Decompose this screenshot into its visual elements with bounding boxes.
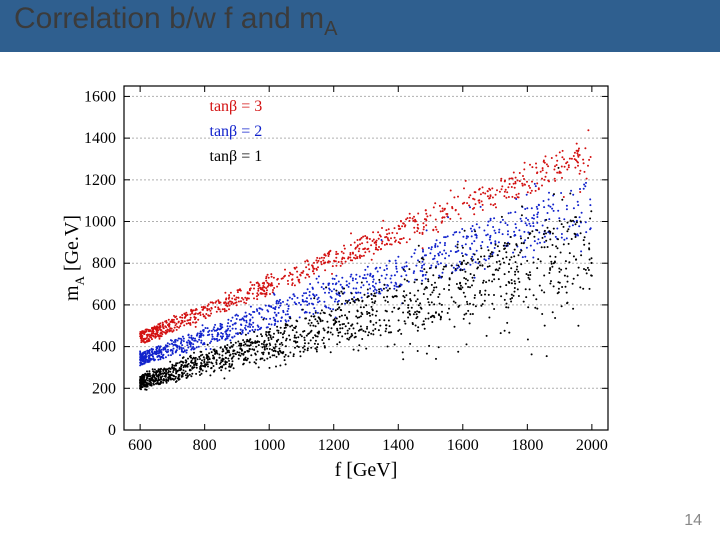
xtick-label: 1800 <box>511 437 543 454</box>
ytick-label: 1400 <box>84 130 116 147</box>
xtick-label: 2000 <box>576 437 608 454</box>
ytick-label: 800 <box>92 255 116 272</box>
chart-svg: 600 800 1000 1200 1400 1600 1800 2000 0 200 400 600… <box>60 70 620 490</box>
ytick-label: 1200 <box>84 172 116 189</box>
xtick-label: 600 <box>128 437 152 454</box>
ytick-label: 400 <box>92 339 116 356</box>
chart-bg <box>60 70 620 490</box>
ytick-label: 1000 <box>84 214 116 231</box>
xtick-label: 1600 <box>447 437 479 454</box>
x-axis-label: f [GeV] <box>335 459 398 481</box>
title-subscript: A <box>324 18 337 40</box>
legend-item: tanβ = 2 <box>210 123 263 140</box>
legend-item: tanβ = 3 <box>210 98 263 115</box>
ytick-label: 200 <box>92 380 116 397</box>
page-title: Correlation b/w f and mA <box>14 2 337 41</box>
ytick-label: 600 <box>92 297 116 314</box>
ytick-label: 1600 <box>84 88 116 105</box>
xtick-label: 1400 <box>382 437 414 454</box>
xtick-label: 800 <box>193 437 217 454</box>
page-number: 14 <box>684 512 702 530</box>
title-prefix: Correlation b/w f and m <box>14 2 324 35</box>
xtick-label: 1000 <box>253 437 285 454</box>
title-bar: Correlation b/w f and mA <box>0 0 720 52</box>
legend-item: tanβ = 1 <box>210 148 263 165</box>
xtick-label: 1200 <box>318 437 350 454</box>
ytick-label: 0 <box>108 422 116 439</box>
scatter-chart: 600 800 1000 1200 1400 1600 1800 2000 0 200 400 600… <box>60 70 620 490</box>
